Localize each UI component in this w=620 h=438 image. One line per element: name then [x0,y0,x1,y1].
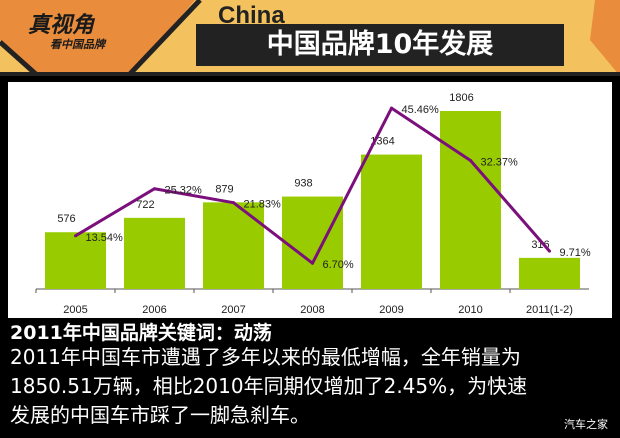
bar [519,257,580,289]
banner-background [0,0,620,76]
bar [440,111,501,289]
growth-label: 45.46% [402,104,440,116]
logo-main: 真视角 [28,12,95,38]
growth-point [311,261,314,265]
growth-point [548,249,551,253]
growth-label: 13.54% [86,232,124,244]
bar [282,196,343,289]
chart: 2005576200672220078792008938200913642010… [35,92,591,316]
growth-label: 6.70% [323,259,354,271]
keyword-heading: 2011年中国品牌关键词：动荡 [10,322,272,344]
growth-label: 25.32% [165,185,203,197]
growth-label: 9.71% [560,247,591,259]
x-tick-label: 2006 [142,304,166,316]
x-tick-label: 2009 [379,304,403,316]
watermark: 汽车之家 [564,418,608,431]
x-tick-label: 2011(1-2) [526,304,573,316]
x-tick-label: 2008 [300,304,324,316]
banner-title: 中国品牌10年发展 [196,24,564,66]
growth-point [232,201,235,205]
x-tick-label: 2007 [221,304,245,316]
banner: 真视角 看中国品牌 China 中国品牌10年发展 [0,0,620,76]
bar-value-label: 1806 [449,92,473,104]
growth-point [153,187,156,191]
description-line: 2011年中国车市遭遇了多年以来的最低增幅，全年销量为 [10,345,521,369]
growth-label: 21.83% [244,199,282,211]
description: 2011年中国车市遭遇了多年以来的最低增幅，全年销量为 1850.51万辆，相比… [10,343,610,430]
growth-point [469,159,472,163]
description-line: 1850.51万辆，相比2010年同期仅增加了2.45%，为快速 [10,374,528,398]
logo: 真视角 看中国品牌 [28,14,105,52]
bar [203,202,264,289]
bar-value-label: 576 [57,213,75,225]
logo-sub: 看中国品牌 [50,38,105,51]
bar-value-label: 879 [215,183,233,195]
bar [45,232,106,289]
growth-label: 32.37% [481,157,519,169]
bar-value-label: 938 [294,178,312,190]
description-line: 发展的中国车市踩了一脚急刹车。 [10,403,310,427]
bar [361,154,422,289]
growth-point [74,234,77,238]
chart-card: 2005 576 2006 722 2007 879 2008 938 2009 1364 2010… [8,82,612,318]
bar [124,217,185,289]
x-tick-label: 2005 [63,304,87,316]
bar-value-label: 722 [136,199,154,211]
growth-point [390,106,393,110]
x-tick-label: 2010 [458,304,482,316]
